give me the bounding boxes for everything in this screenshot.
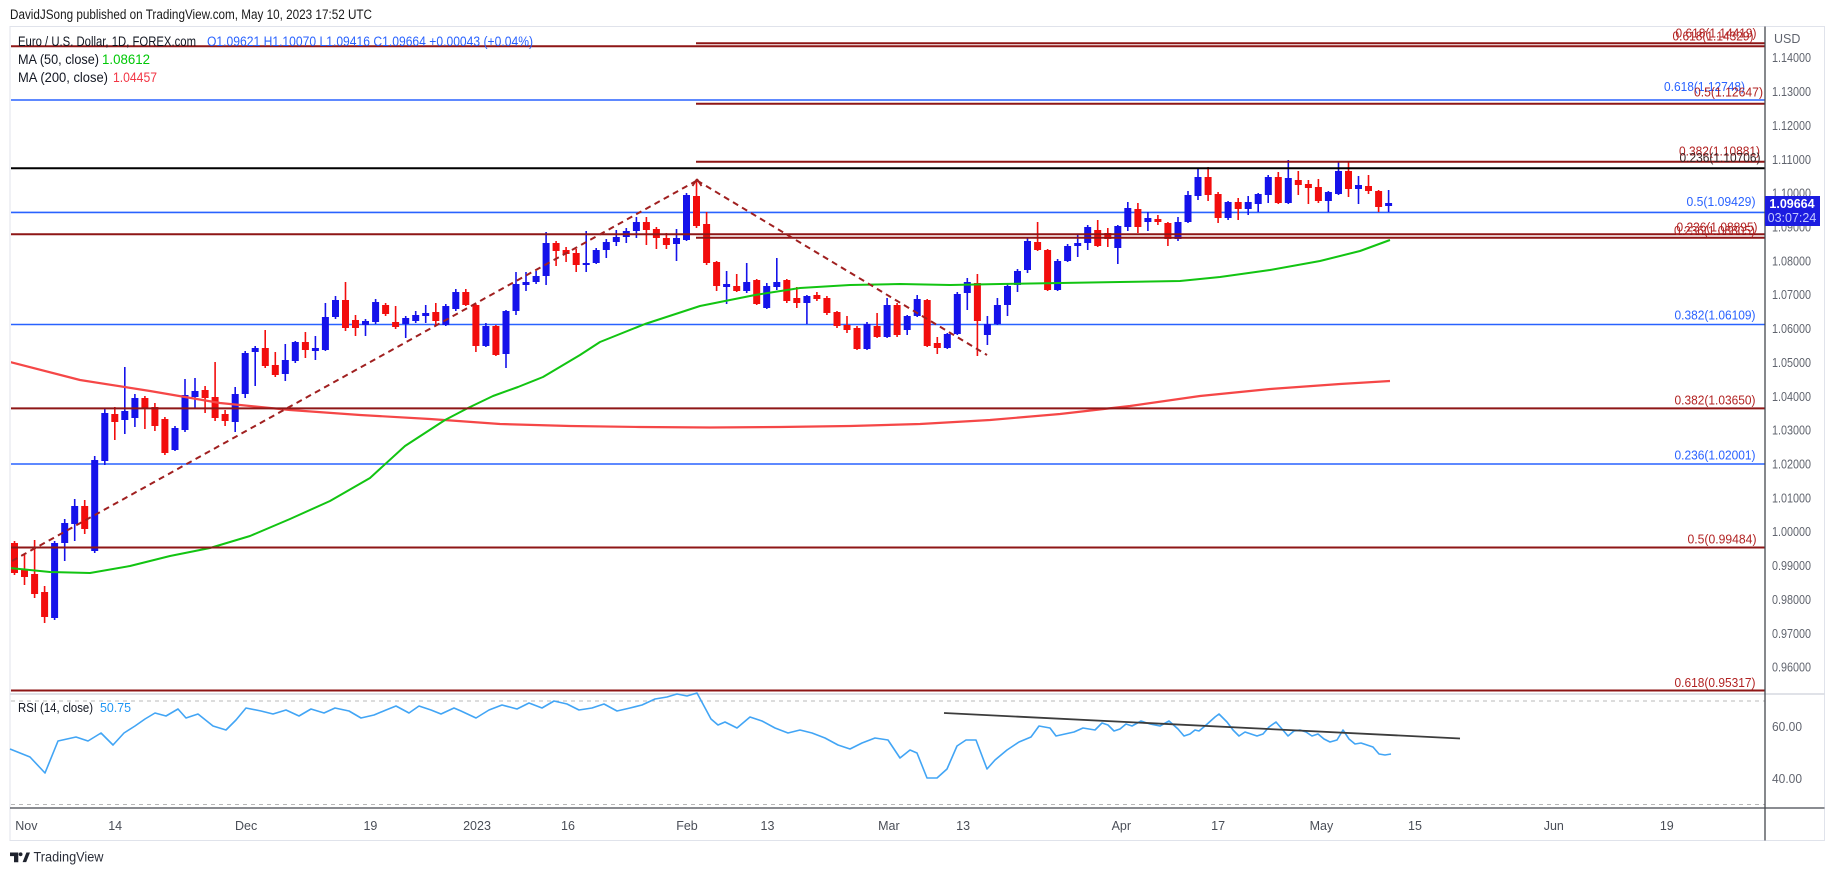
svg-text:0.5(0.99484): 0.5(0.99484) — [1688, 533, 1757, 547]
svg-text:1.03000: 1.03000 — [1772, 424, 1811, 438]
svg-text:Dec: Dec — [235, 819, 257, 833]
svg-text:1.08000: 1.08000 — [1772, 254, 1811, 268]
svg-text:MA (200, close): MA (200, close) — [18, 70, 108, 85]
svg-text:0.236(1.08805): 0.236(1.08805) — [1674, 224, 1755, 238]
svg-text:DavidJSong published on Tradin: DavidJSong published on TradingView.com,… — [10, 7, 372, 22]
svg-text:13: 13 — [956, 819, 970, 833]
svg-text:1.07000: 1.07000 — [1772, 288, 1811, 302]
svg-text:19: 19 — [363, 819, 377, 833]
svg-text:O1.09621 H1.10070 L1.09416: O1.09621 H1.10070 L1.09416 C1.09664 +0.0… — [207, 34, 533, 49]
svg-text:0.96000: 0.96000 — [1772, 661, 1811, 675]
svg-text:0.236(1.02001): 0.236(1.02001) — [1675, 449, 1756, 463]
svg-text:MA (50, close): MA (50, close) — [18, 52, 99, 67]
svg-text:RSI (14, close): RSI (14, close) — [18, 700, 93, 715]
svg-text:Apr: Apr — [1112, 819, 1131, 833]
svg-text:1.13000: 1.13000 — [1772, 85, 1811, 99]
svg-text:1.08612: 1.08612 — [102, 52, 150, 67]
svg-text:0.618(0.95317): 0.618(0.95317) — [1675, 676, 1756, 690]
svg-text:19: 19 — [1660, 819, 1674, 833]
svg-text:0.618(1.12748): 0.618(1.12748) — [1664, 80, 1745, 94]
svg-text:0.382(1.03650): 0.382(1.03650) — [1675, 394, 1756, 408]
svg-text:0.618(1.14419): 0.618(1.14419) — [1676, 27, 1757, 41]
svg-text:1.04457: 1.04457 — [113, 70, 157, 85]
svg-text:0.97000: 0.97000 — [1772, 627, 1811, 641]
svg-text:Euro / U.S. Dollar, 1D, FOREX.: Euro / U.S. Dollar, 1D, FOREX.com — [18, 34, 196, 49]
svg-text:Nov: Nov — [15, 819, 38, 833]
svg-text:2023: 2023 — [463, 819, 491, 833]
svg-text:TradingView: TradingView — [34, 850, 104, 865]
svg-text:0.5(1.12647): 0.5(1.12647) — [1694, 86, 1763, 100]
svg-text:40.00: 40.00 — [1772, 772, 1802, 786]
svg-text:16: 16 — [561, 819, 575, 833]
svg-text:Jun: Jun — [1544, 819, 1564, 833]
svg-text:1.04000: 1.04000 — [1772, 390, 1811, 404]
svg-text:1.12000: 1.12000 — [1772, 119, 1811, 133]
svg-text:03:07:24: 03:07:24 — [1768, 211, 1817, 225]
svg-text:50.75: 50.75 — [100, 700, 131, 715]
svg-text:14: 14 — [108, 819, 122, 833]
svg-text:1.05000: 1.05000 — [1772, 356, 1811, 370]
svg-text:0.98000: 0.98000 — [1772, 593, 1811, 607]
svg-text:15: 15 — [1408, 819, 1422, 833]
svg-text:Feb: Feb — [676, 819, 698, 833]
svg-text:60.00: 60.00 — [1772, 720, 1802, 734]
svg-text:0.236(1.10706): 0.236(1.10706) — [1680, 151, 1761, 165]
svg-text:1.02000: 1.02000 — [1772, 458, 1811, 472]
svg-text:1.09664: 1.09664 — [1769, 197, 1814, 211]
svg-text:USD: USD — [1774, 32, 1800, 46]
svg-text:0.382(1.10881): 0.382(1.10881) — [1679, 145, 1760, 159]
svg-text:0.99000: 0.99000 — [1772, 559, 1811, 573]
svg-text:0.236(1.08895): 0.236(1.08895) — [1677, 221, 1758, 235]
svg-text:13: 13 — [761, 819, 775, 833]
svg-text:1.06000: 1.06000 — [1772, 322, 1811, 336]
svg-text:1.00000: 1.00000 — [1772, 525, 1811, 539]
svg-text:1.11000: 1.11000 — [1772, 153, 1811, 167]
svg-text:17: 17 — [1211, 819, 1225, 833]
svg-text:Mar: Mar — [878, 819, 900, 833]
svg-text:0.618(1.14329): 0.618(1.14329) — [1673, 30, 1754, 44]
svg-text:1.01000: 1.01000 — [1772, 491, 1811, 505]
svg-text:0.5(1.09429): 0.5(1.09429) — [1687, 195, 1756, 209]
svg-text:1.14000: 1.14000 — [1772, 51, 1811, 65]
svg-text:May: May — [1310, 819, 1334, 833]
svg-text:0.382(1.06109): 0.382(1.06109) — [1675, 309, 1756, 323]
